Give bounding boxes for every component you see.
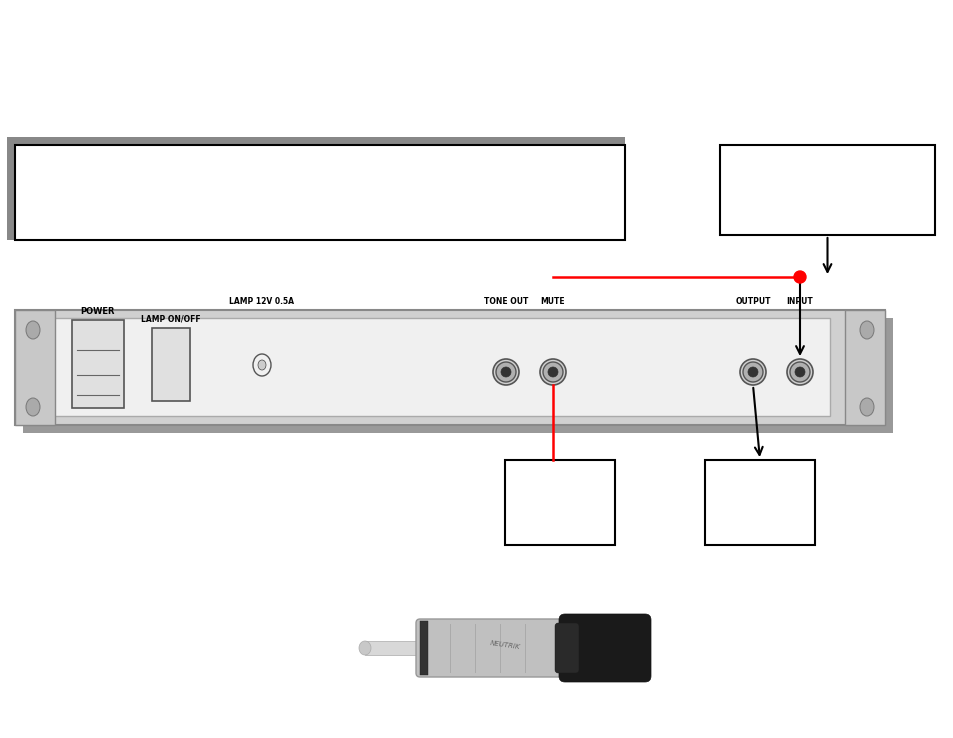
Ellipse shape [859, 321, 873, 339]
Ellipse shape [740, 359, 765, 385]
Bar [419, 621, 428, 675]
Bar [365, 641, 419, 655]
Bar [15, 310, 884, 425]
Ellipse shape [542, 362, 562, 382]
Ellipse shape [786, 359, 812, 385]
Ellipse shape [26, 398, 40, 416]
Bar [23, 318, 892, 433]
FancyBboxPatch shape [558, 614, 650, 682]
Ellipse shape [257, 360, 266, 370]
Ellipse shape [747, 367, 758, 377]
Bar [504, 460, 615, 545]
FancyBboxPatch shape [555, 623, 578, 673]
Ellipse shape [859, 398, 873, 416]
Bar [844, 310, 884, 425]
Text: TONE OUT: TONE OUT [483, 297, 528, 306]
Ellipse shape [496, 362, 516, 382]
Ellipse shape [547, 367, 558, 377]
Text: NEUTRIK: NEUTRIK [489, 640, 520, 650]
Bar [71, 320, 124, 408]
Circle shape [793, 271, 805, 283]
Bar [720, 145, 934, 235]
Bar [15, 145, 624, 240]
Bar [15, 310, 55, 425]
Text: INPUT: INPUT [786, 297, 813, 306]
Ellipse shape [742, 362, 762, 382]
Ellipse shape [358, 641, 371, 655]
Ellipse shape [26, 321, 40, 339]
Ellipse shape [253, 354, 271, 376]
Ellipse shape [493, 359, 518, 385]
Ellipse shape [789, 362, 809, 382]
Text: LAMP ON/OFF: LAMP ON/OFF [141, 315, 200, 324]
Text: OUTPUT: OUTPUT [735, 297, 770, 306]
Bar [152, 328, 190, 401]
Bar [7, 137, 624, 240]
Bar [50, 318, 829, 416]
Text: POWER: POWER [81, 307, 115, 316]
Bar [704, 460, 814, 545]
Ellipse shape [794, 367, 804, 377]
Ellipse shape [539, 359, 565, 385]
Text: LAMP 12V 0.5A: LAMP 12V 0.5A [230, 297, 294, 306]
Ellipse shape [500, 367, 511, 377]
Text: MUTE: MUTE [540, 297, 565, 306]
FancyBboxPatch shape [416, 619, 563, 677]
